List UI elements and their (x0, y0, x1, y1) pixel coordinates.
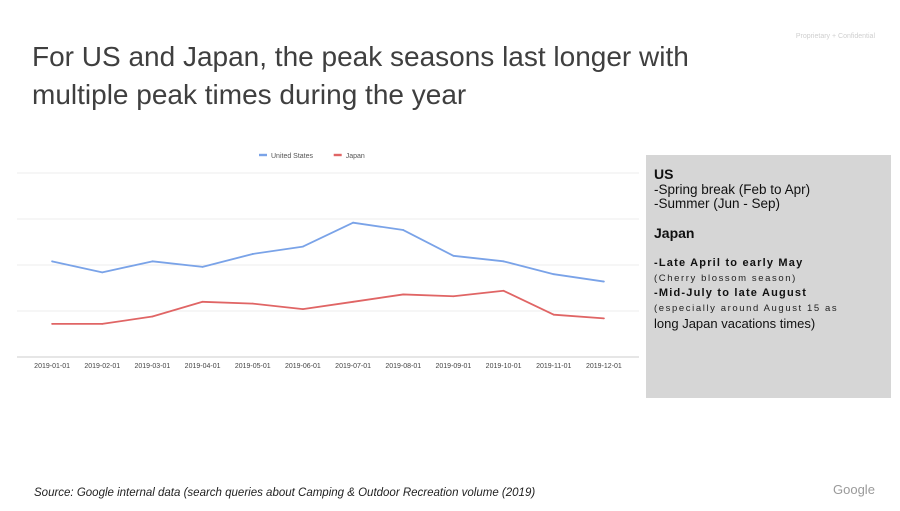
google-logo: Google (833, 482, 875, 497)
x-tick-label: 2019-11-01 (536, 363, 571, 370)
legend-label: United States (271, 153, 314, 160)
jp-line-vacations: long Japan vacations times) (654, 316, 816, 331)
jp-line-july-august: -Mid-July to late August (654, 287, 808, 299)
data-point (552, 273, 555, 276)
jp-line-august-15: (especially around August 15 as (654, 303, 839, 314)
data-point (101, 271, 104, 274)
line-chart: 2019-01-01 2019-02-01 2019-03-01 2019-04-01… (17, 145, 639, 380)
data-point (51, 260, 53, 263)
data-point (201, 300, 204, 303)
source-note: Source: Google internal data (search que… (34, 487, 536, 499)
data-point (151, 260, 154, 263)
us-heading: US (654, 166, 674, 182)
data-point (552, 313, 555, 316)
chart-svg: 2019-01-01 2019-02-01 2019-03-01 2019-04-01… (17, 153, 639, 370)
data-point (452, 254, 455, 257)
x-tick-label: 2019-01-01 (34, 363, 70, 370)
data-point (603, 280, 605, 283)
data-point (302, 245, 304, 248)
x-tick-label: 2019-03-01 (135, 363, 171, 370)
data-point (603, 317, 605, 320)
data-point (201, 265, 204, 268)
data-point (151, 315, 154, 318)
data-point (251, 302, 254, 305)
x-tick-label: 2019-04-01 (185, 363, 221, 370)
data-point (352, 221, 354, 224)
data-point (502, 260, 505, 263)
data-point (51, 322, 53, 325)
series-line-united-states (51, 221, 605, 283)
japan-heading: Japan (654, 225, 695, 241)
confidential-label: Proprietary + Confidential (795, 33, 875, 40)
slide-title: For US and Japan, the peak seasons last … (32, 41, 689, 110)
data-point (302, 308, 304, 311)
data-point (101, 322, 104, 325)
data-point (402, 229, 405, 231)
x-tick-label: 2019-02-01 (84, 363, 120, 370)
data-point (502, 289, 505, 292)
us-line-summer: -Summer (Jun - Sep) (654, 196, 781, 211)
x-tick-label: 2019-08-01 (385, 363, 421, 370)
x-tick-label: 2019-06-01 (285, 363, 321, 370)
us-line-spring: -Spring break (Feb to Apr) (654, 182, 811, 197)
jp-line-cherry-blossom: (Cherry blossom season) (654, 273, 797, 284)
data-point (452, 295, 455, 298)
x-tick-label: 2019-12-01 (586, 363, 622, 370)
x-tick-label: 2019-07-01 (335, 363, 371, 370)
x-tick-label: 2019-05-01 (235, 363, 271, 370)
insights-panel: US -Spring break (Feb to Apr) -Summer (J… (646, 155, 891, 398)
x-tick-label: 2019-10-01 (486, 363, 522, 370)
x-tick-label: 2019-09-01 (436, 363, 472, 370)
legend-label: Japan (346, 153, 365, 160)
data-point (402, 293, 405, 296)
series-line-japan (52, 289, 604, 325)
data-point (352, 300, 354, 303)
jp-line-april-may: -Late April to early May (654, 257, 804, 269)
data-point (251, 253, 254, 255)
